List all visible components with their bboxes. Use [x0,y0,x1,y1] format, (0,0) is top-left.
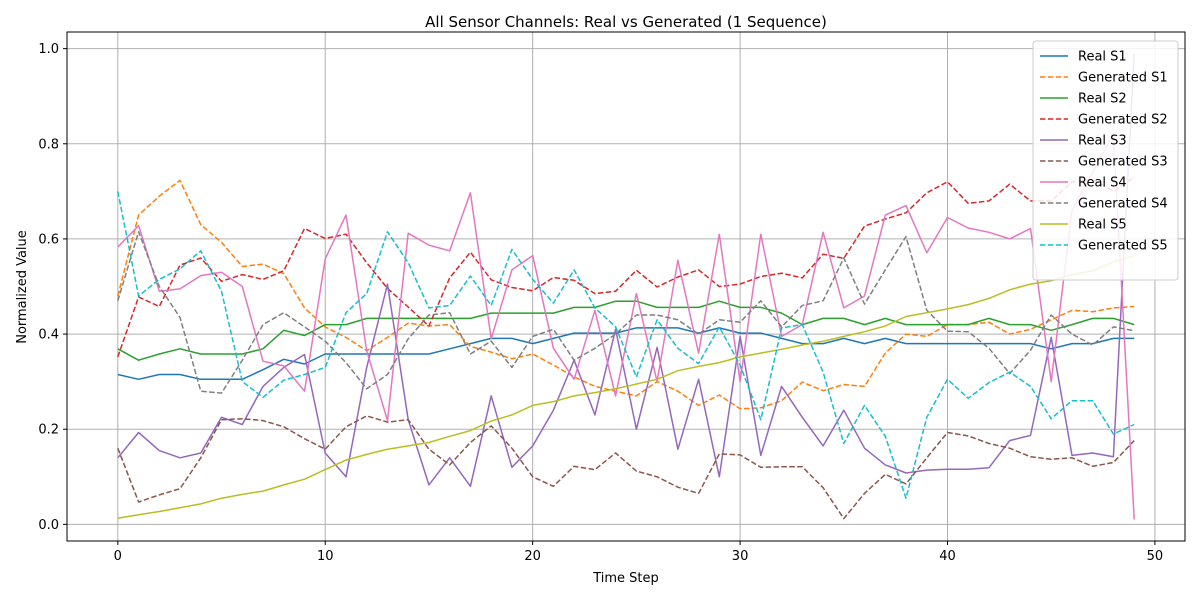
x-axis-label: Time Step [592,571,659,586]
legend-label-generated-s4: Generated S4 [1078,197,1168,212]
legend-label-real-s3: Real S3 [1078,134,1127,149]
legend-label-real-s1: Real S1 [1078,50,1127,65]
x-tick-label: 40 [939,549,956,564]
plot-frame [66,31,1186,542]
series-line-real-s3 [117,53,1135,488]
x-axis-ticks: 0 10 20 30 40 50 [114,541,1164,564]
x-tick-label: 20 [524,549,541,564]
series-line-real-s1 [117,327,1135,381]
y-tick-label: 0.2 [38,423,59,438]
series-line-real-s4 [117,133,1135,520]
y-axis-label: Normalized Value [15,230,30,344]
y-tick-label: 0.4 [38,328,59,343]
y-axis-ticks: 0.0 0.2 0.4 0.6 0.8 1.0 [38,42,67,533]
x-tick-label: 50 [1147,549,1164,564]
legend: Real S1 Generated S1 Real S2 Generated S2 Re… [1032,40,1179,281]
x-tick-label: 0 [114,549,122,564]
series-line-generated-s3 [117,415,1135,520]
chart-title: All Sensor Channels: Real vs Generated (… [425,13,827,31]
y-tick-label: 0.8 [38,137,59,152]
legend-label-generated-s1: Generated S1 [1078,71,1168,86]
x-tick-label: 10 [317,549,334,564]
legend-label-real-s5: Real S5 [1078,218,1127,233]
legend-label-generated-s3: Generated S3 [1078,155,1168,170]
legend-label-generated-s5: Generated S5 [1078,239,1168,254]
series-line-generated-s2 [117,176,1135,358]
y-tick-label: 0.0 [38,518,59,533]
x-tick-label: 30 [732,549,749,564]
y-tick-label: 0.6 [38,232,59,247]
series-line-generated-s4 [117,231,1135,394]
series-lines [117,53,1135,520]
series-line-generated-s5 [117,191,1135,499]
legend-box [1032,40,1179,281]
legend-label-real-s4: Real S4 [1078,176,1127,191]
series-line-real-s5 [117,254,1135,519]
series-line-real-s2 [117,300,1135,361]
legend-label-generated-s2: Generated S2 [1078,113,1168,128]
legend-label-real-s2: Real S2 [1078,92,1127,107]
y-tick-label: 1.0 [38,42,59,57]
